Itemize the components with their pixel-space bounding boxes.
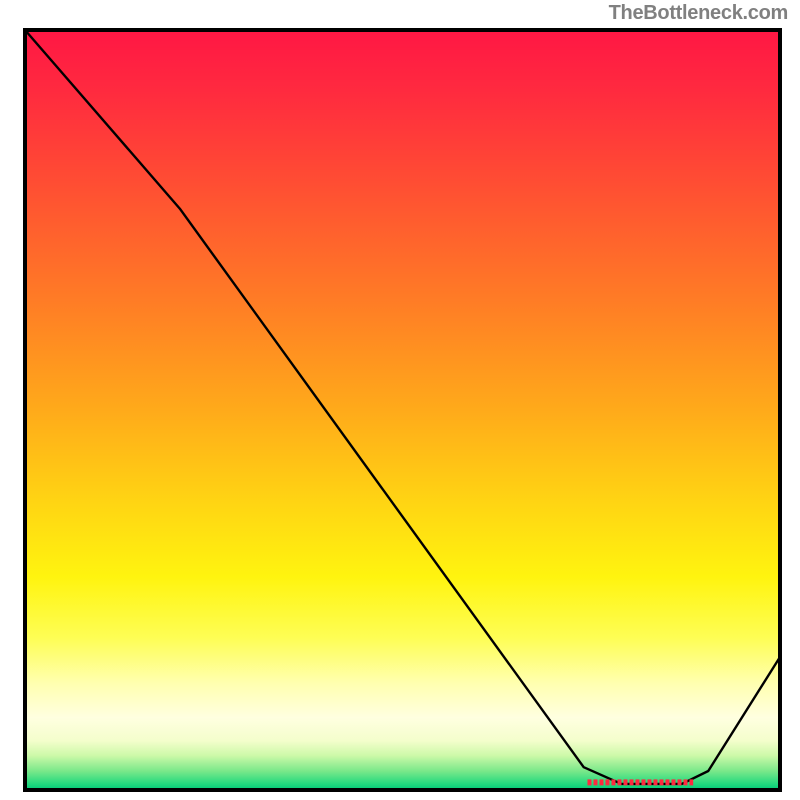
bottleneck-chart bbox=[0, 0, 800, 800]
chart-container: TheBottleneck.com bbox=[0, 0, 800, 800]
watermark-text: TheBottleneck.com bbox=[609, 2, 788, 25]
